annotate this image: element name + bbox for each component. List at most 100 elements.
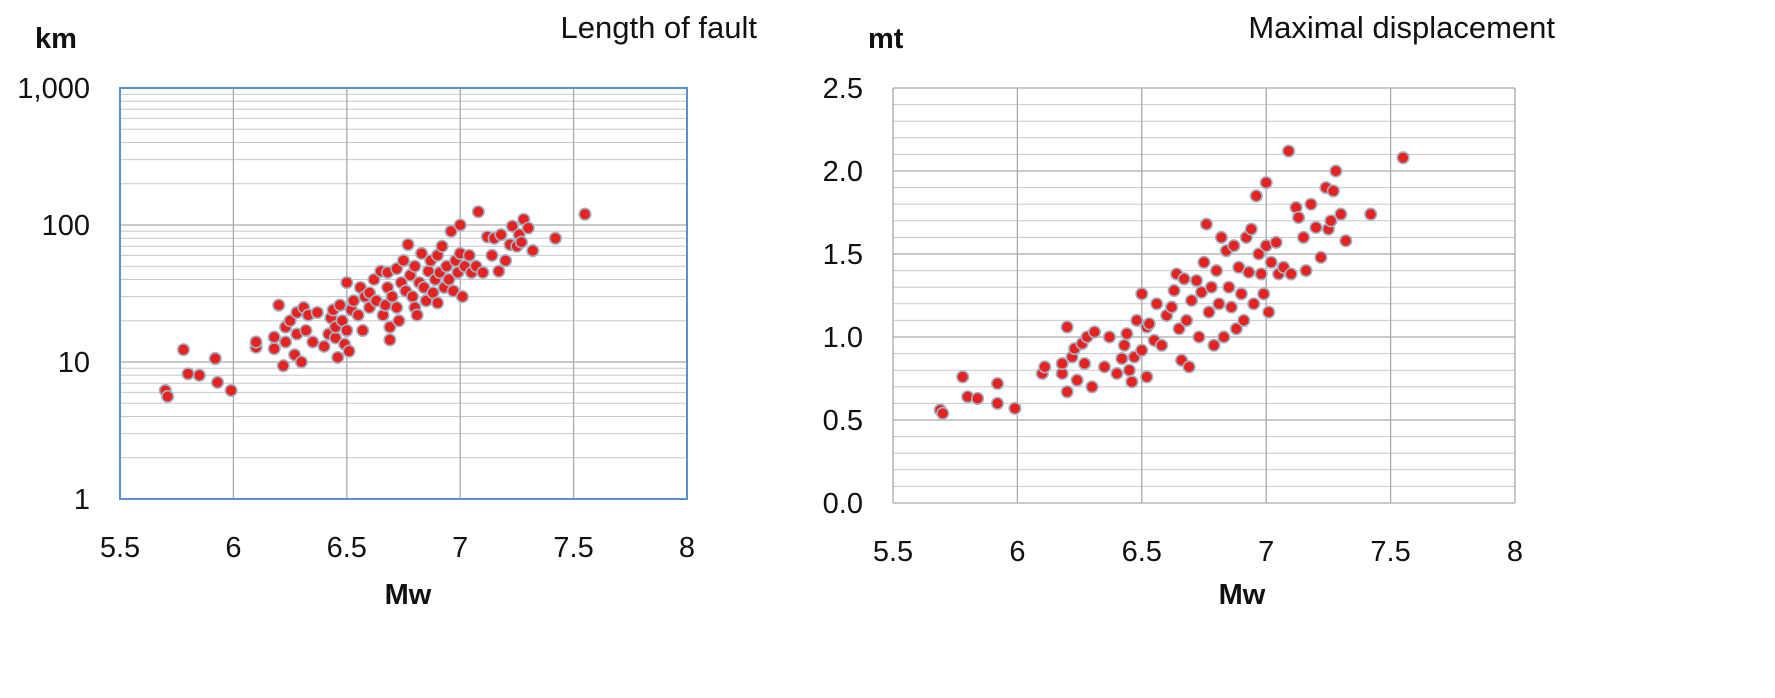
right-data-point <box>1070 373 1084 387</box>
right-data-point <box>990 396 1005 411</box>
left-data-point <box>351 308 365 322</box>
left-data-point <box>453 218 467 232</box>
right-data-point <box>1102 330 1117 344</box>
left-x-tick-label: 7.5 <box>553 532 593 564</box>
left-x-tick-labels: 5.5 6 6.5 7 7.5 8 <box>100 532 695 564</box>
right-data-point <box>1038 360 1052 374</box>
right-data-point <box>1110 366 1124 381</box>
left-x-tick-label: 8 <box>679 532 695 564</box>
left-data-point <box>471 205 485 219</box>
left-y-tick-label: 1,000 <box>17 73 90 105</box>
right-data-point <box>1125 375 1139 389</box>
right-data-point <box>1237 313 1251 328</box>
right-x-tick-label: 6.5 <box>1122 536 1162 568</box>
right-data-point <box>1117 338 1131 352</box>
right-data-point <box>1224 300 1238 314</box>
left-data-point <box>385 290 399 304</box>
left-data-point <box>444 224 458 238</box>
left-data-point <box>340 275 354 290</box>
right-y-tick-label: 0.0 <box>823 488 863 520</box>
left-data-point <box>208 351 222 366</box>
right-x-tick-label: 7 <box>1258 536 1274 568</box>
left-data-point <box>317 339 331 353</box>
right-data-point <box>1212 297 1226 311</box>
left-data-point <box>367 272 381 287</box>
left-x-tick-label: 6.5 <box>327 532 367 564</box>
left-data-point <box>249 335 263 349</box>
left-data-point <box>283 314 297 328</box>
left-data-point <box>548 231 563 245</box>
right-data-point <box>1008 401 1022 415</box>
right-data-point <box>1207 338 1221 352</box>
left-data-point <box>278 335 293 349</box>
left-data-point <box>476 265 490 280</box>
left-data-point <box>392 314 406 328</box>
right-y-tick-label: 2.5 <box>823 73 863 105</box>
right-y-tick-label: 2.0 <box>823 156 863 188</box>
left-data-point <box>310 305 324 320</box>
right-data-point <box>1165 300 1179 314</box>
right-data-point <box>1281 144 1296 158</box>
right-x-tick-label: 5.5 <box>873 536 913 568</box>
right-data-point <box>1199 217 1214 231</box>
right-data-point <box>1334 207 1348 221</box>
right-data-point <box>1244 222 1258 236</box>
right-data-point <box>1202 305 1216 319</box>
left-data-point <box>578 207 592 221</box>
left-data-point <box>485 248 499 262</box>
right-data-point <box>1142 317 1156 331</box>
right-data-point <box>1060 320 1074 334</box>
left-data-point <box>342 344 356 358</box>
right-grid <box>892 87 1516 504</box>
right-data-point <box>1326 184 1340 198</box>
left-data-point <box>276 359 290 373</box>
right-data-point <box>1192 330 1206 344</box>
right-data-point <box>1130 313 1144 328</box>
right-data-point <box>1055 356 1069 371</box>
right-data-point <box>1249 189 1263 203</box>
right-data-point <box>1135 287 1149 301</box>
right-data-point <box>1242 265 1256 279</box>
left-data-point <box>299 323 313 338</box>
chart-length-of-fault: 5.5 6 6.5 7 7.5 8 1 10 100 1,000 Length of fault… <box>17 10 757 611</box>
right-data-point <box>1197 255 1211 269</box>
left-x-axis-label: Mw <box>385 579 432 611</box>
right-y-tick-labels: 0.0 0.5 1.0 1.5 2.0 2.5 <box>823 73 863 520</box>
left-data-point <box>161 389 175 404</box>
left-data-point <box>224 383 238 398</box>
right-data-point <box>1222 280 1236 294</box>
right-data-point <box>1229 322 1243 336</box>
right-data-point <box>936 406 950 420</box>
left-data-point <box>267 342 281 356</box>
right-data-point <box>1259 176 1273 190</box>
left-data-point <box>455 290 470 304</box>
right-data-point <box>1120 327 1134 341</box>
right-x-tick-labels: 5.5 6 6.5 7 7.5 8 <box>873 536 1523 568</box>
left-data-point <box>192 368 206 382</box>
left-data-point <box>333 298 347 312</box>
left-y-tick-label: 10 <box>58 347 90 379</box>
right-data-point <box>1060 385 1074 399</box>
left-data-point <box>210 375 225 389</box>
right-data-point <box>1177 272 1191 286</box>
right-data-point <box>1309 220 1323 235</box>
right-data-point <box>1087 325 1102 339</box>
left-data-point <box>396 253 411 268</box>
right-data-point <box>1324 214 1338 228</box>
right-data-point <box>1085 380 1099 394</box>
left-data-point <box>306 335 320 349</box>
right-data-point <box>1097 360 1112 374</box>
right-data-point <box>1254 267 1268 281</box>
right-data-point <box>1155 338 1169 352</box>
right-data-point <box>1189 273 1204 288</box>
left-y-tick-label: 100 <box>42 210 90 242</box>
right-data-point <box>1077 356 1092 371</box>
left-data-point <box>181 367 195 381</box>
right-points <box>933 144 1410 420</box>
right-data-point <box>1184 293 1199 308</box>
left-data-point <box>383 320 397 334</box>
right-data-point <box>1252 247 1266 261</box>
left-data-point <box>401 237 415 252</box>
right-data-point <box>1150 297 1164 311</box>
left-data-point <box>462 248 476 262</box>
